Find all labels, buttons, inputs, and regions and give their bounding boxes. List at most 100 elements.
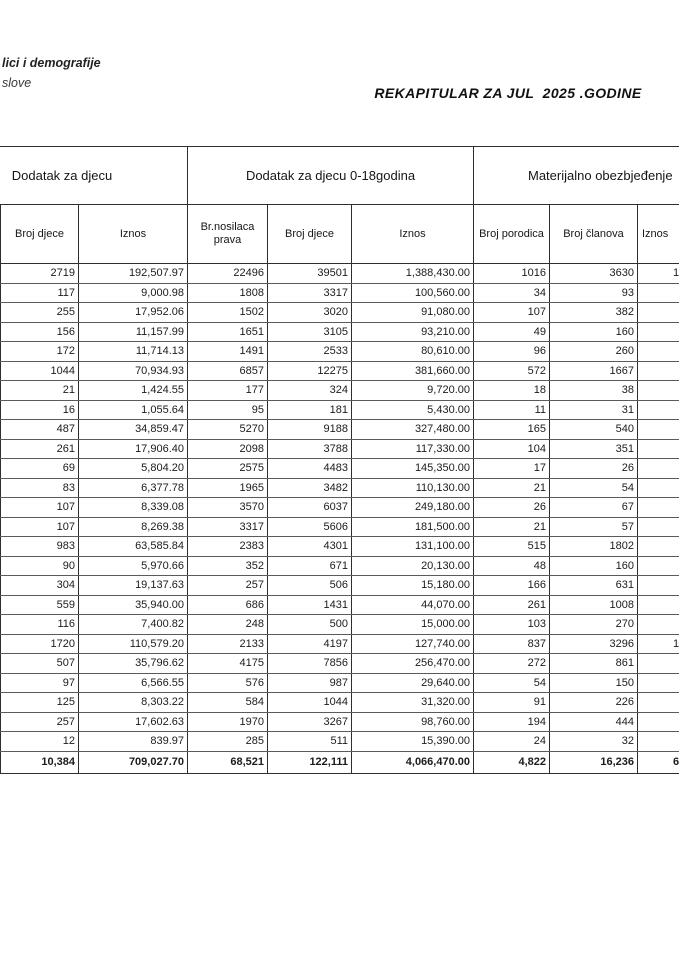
data-cell: 6857 <box>187 360 268 381</box>
data-cell: 444 <box>549 711 638 732</box>
data-cell: 2575 <box>187 458 268 479</box>
data-cell: 67 <box>549 497 638 518</box>
report-title: REKAPITULAR ZA JUL 2025 .GODINE <box>374 85 642 101</box>
data-cell: 96 <box>473 341 550 362</box>
data-cell: 97 <box>0 672 79 693</box>
group-header-cell: Dodatak za djecu 0-18godina <box>187 146 474 205</box>
data-cell: 709,027.70 <box>78 750 188 774</box>
data-cell: 261 <box>0 438 79 459</box>
data-cell: 8,269.38 <box>78 516 188 537</box>
data-cell: 22496 <box>187 263 268 284</box>
data-cell: 1431 <box>267 594 352 615</box>
data-cell: 49 <box>473 321 550 342</box>
total-row: 10,384 709,027.70 68,521 122,111 4,066,470.0… <box>0 750 679 774</box>
data-cell <box>636 516 679 537</box>
group-header-cell: Dodatak za djecu <box>0 146 188 205</box>
data-cell: 44,070.00 <box>351 594 474 615</box>
data-cell: 98,760.00 <box>351 711 474 732</box>
data-cell: 63,585.84 <box>78 536 188 557</box>
column-header-cell: Broj djece <box>267 204 352 264</box>
table-row: 90 5,970.66 352 671 20,130.00 48 160 <box>0 555 679 576</box>
data-cell: 1720 <box>0 633 79 654</box>
data-cell <box>636 497 679 518</box>
data-cell: 26 <box>473 497 550 518</box>
data-cell: 837 <box>473 633 550 654</box>
data-cell: 2098 <box>187 438 268 459</box>
data-cell: 327,480.00 <box>351 419 474 440</box>
letterhead-line1: lici i demografije <box>2 56 101 70</box>
table-row: 172 11,714.13 1491 2533 80,610.00 96 260 <box>0 341 679 362</box>
data-cell: 16,236 <box>549 750 638 774</box>
data-cell: 83 <box>0 477 79 498</box>
data-cell: 487 <box>0 419 79 440</box>
data-cell: 261 <box>473 594 550 615</box>
group-header-row: Dodatak za djecu Dodatak za djecu 0-18god… <box>0 146 679 205</box>
data-cell: 7,400.82 <box>78 614 188 635</box>
data-cell: 10,384 <box>0 750 79 774</box>
data-cell: 4197 <box>267 633 352 654</box>
data-cell: 15,180.00 <box>351 575 474 596</box>
data-cell: 1044 <box>0 360 79 381</box>
table-row: 983 63,585.84 2383 4301 131,100.00 515 1802 <box>0 536 679 557</box>
data-cell: 5,970.66 <box>78 555 188 576</box>
data-cell: 165 <box>473 419 550 440</box>
data-cell: 671 <box>267 555 352 576</box>
data-cell: 110,130.00 <box>351 477 474 498</box>
data-cell: 1808 <box>187 282 268 303</box>
data-cell: 1970 <box>187 711 268 732</box>
data-cell: 24 <box>473 731 550 752</box>
data-cell: 584 <box>187 692 268 713</box>
data-cell: 34,859.47 <box>78 419 188 440</box>
data-cell: 272 <box>473 653 550 674</box>
data-cell: 17 <box>473 458 550 479</box>
data-cell: 107 <box>473 302 550 323</box>
table-row: 125 8,303.22 584 1044 31,320.00 91 226 <box>0 692 679 713</box>
data-cell: 11,714.13 <box>78 341 188 362</box>
data-cell <box>636 380 679 401</box>
data-cell: 48 <box>473 555 550 576</box>
data-cell: 3630 <box>549 263 638 284</box>
data-cell: 12 <box>0 731 79 752</box>
data-cell: 352 <box>187 555 268 576</box>
table-row: 255 17,952.06 1502 3020 91,080.00 107 382 <box>0 302 679 323</box>
data-cell: 249,180.00 <box>351 497 474 518</box>
table-row: 156 11,157.99 1651 3105 93,210.00 49 160 <box>0 321 679 342</box>
data-cell: 93,210.00 <box>351 321 474 342</box>
data-cell: 381,660.00 <box>351 360 474 381</box>
data-cell: 17,906.40 <box>78 438 188 459</box>
letterhead-line2: slove <box>2 76 32 90</box>
data-cell: 177 <box>187 380 268 401</box>
column-header-cell: Iznos <box>636 204 679 264</box>
data-cell: 17,602.63 <box>78 711 188 732</box>
data-cell: 192,507.97 <box>78 263 188 284</box>
data-cell <box>636 438 679 459</box>
data-cell: 3317 <box>267 282 352 303</box>
data-cell: 5606 <box>267 516 352 537</box>
data-cell: 4,822 <box>473 750 550 774</box>
data-cell: 3296 <box>549 633 638 654</box>
data-cell: 983 <box>0 536 79 557</box>
data-cell <box>636 575 679 596</box>
data-cell: 29,640.00 <box>351 672 474 693</box>
data-cell: 4,066,470.00 <box>351 750 474 774</box>
data-cell: 2533 <box>267 341 352 362</box>
data-cell: 145,350.00 <box>351 458 474 479</box>
data-cell: 91 <box>473 692 550 713</box>
table-row: 257 17,602.63 1970 3267 98,760.00 194 444 <box>0 711 679 732</box>
data-cell: 110,579.20 <box>78 633 188 654</box>
data-cell: 38 <box>549 380 638 401</box>
table-row: 107 8,269.38 3317 5606 181,500.00 21 57 <box>0 516 679 537</box>
data-cell: 515 <box>473 536 550 557</box>
data-cell <box>636 477 679 498</box>
data-cell: 125 <box>0 692 79 713</box>
column-header-cell: Iznos <box>351 204 474 264</box>
table-row: 487 34,859.47 5270 9188 327,480.00 165 540 <box>0 419 679 440</box>
data-cell: 257 <box>187 575 268 596</box>
data-cell: 255 <box>0 302 79 323</box>
column-header-row: Broj djece Iznos Br.nosilaca prava Broj dje… <box>0 204 679 264</box>
data-cell: 117 <box>0 282 79 303</box>
data-cell <box>636 458 679 479</box>
data-cell: 116 <box>0 614 79 635</box>
data-cell: 15,390.00 <box>351 731 474 752</box>
data-cell: 861 <box>549 653 638 674</box>
